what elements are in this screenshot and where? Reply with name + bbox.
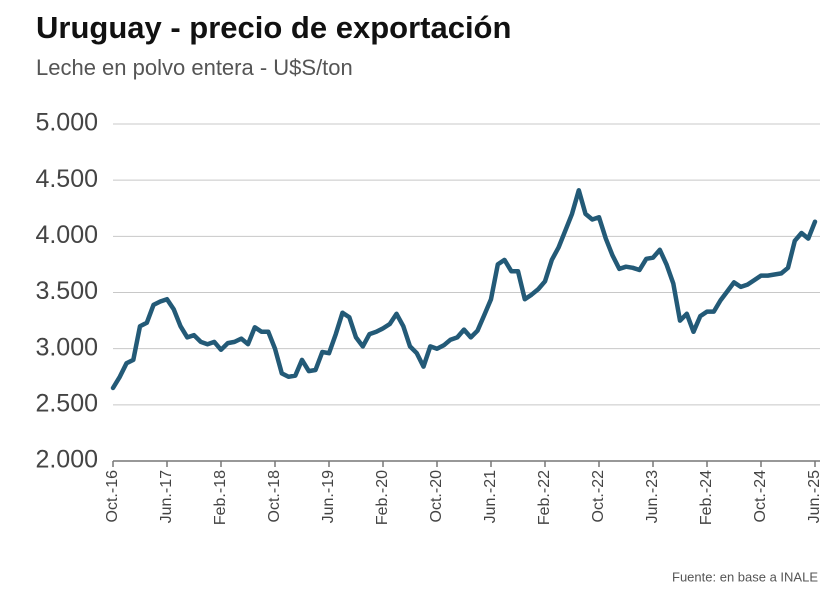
x-tick-label: Jun.-17 (158, 470, 175, 523)
x-tick-label: Oct.-22 (590, 470, 607, 523)
x-tick-label: Feb.-20 (374, 470, 391, 525)
x-tick-label: Jun.-25 (806, 470, 823, 523)
source-note: Fuente: en base a INALE (672, 569, 818, 584)
x-tick-label: Oct.-24 (752, 470, 769, 523)
chart-subtitle: Leche en polvo entera - U$S/ton (36, 55, 353, 80)
x-tick-label: Jun.-21 (482, 470, 499, 523)
x-tick-label: Feb.-24 (698, 470, 715, 525)
x-tick-label: Oct.-18 (266, 470, 283, 523)
y-tick-label: 3.500 (35, 277, 98, 305)
x-tick-label: Jun.-23 (644, 470, 661, 523)
price-line (110, 188, 818, 391)
chart-title: Uruguay - precio de exportación (36, 10, 511, 45)
x-tick-label: Feb.-22 (536, 470, 553, 525)
x-tick-label: Oct.-16 (104, 470, 121, 523)
x-tick-label: Jun.-19 (320, 470, 337, 523)
y-tick-label: 2.500 (35, 389, 98, 417)
x-tick-label: Feb.-18 (212, 470, 229, 525)
x-tick-label: Oct.-20 (428, 470, 445, 523)
y-tick-label: 4.500 (35, 165, 98, 193)
y-tick-label: 2.000 (35, 446, 98, 474)
y-tick-label: 4.000 (35, 221, 98, 249)
y-tick-label: 3.000 (35, 333, 98, 361)
y-tick-label: 5.000 (35, 109, 98, 137)
